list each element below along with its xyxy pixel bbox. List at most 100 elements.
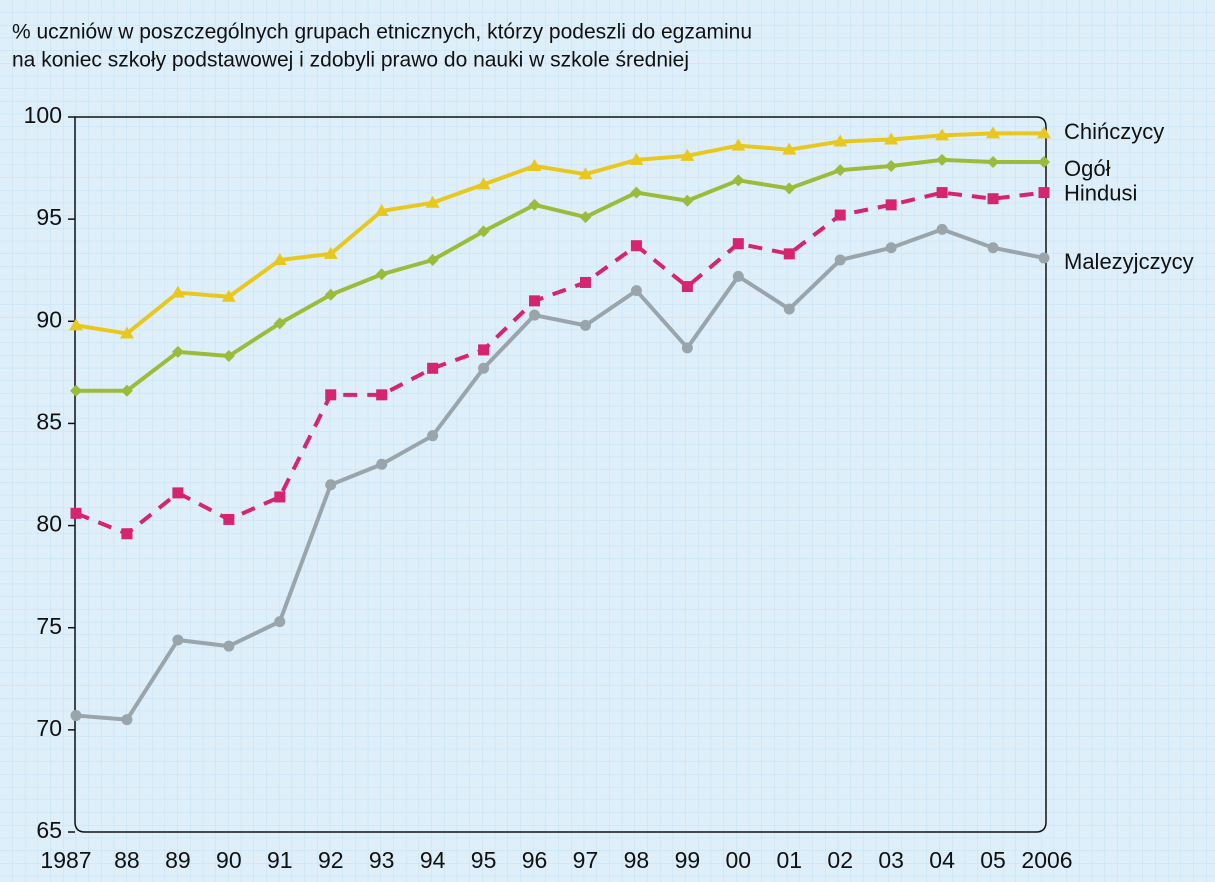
x-tick-label: 98 xyxy=(624,847,650,873)
marker xyxy=(70,384,82,397)
marker xyxy=(272,253,287,265)
chart-title: % uczniów w poszczególnych grupach etnic… xyxy=(12,21,752,44)
marker xyxy=(376,458,388,470)
marker xyxy=(273,317,286,330)
marker xyxy=(427,362,439,374)
marker xyxy=(323,246,338,259)
x-tick-label: 89 xyxy=(165,847,191,873)
marker xyxy=(1038,252,1050,264)
x-tick-label: 04 xyxy=(929,847,955,873)
marker xyxy=(325,479,337,491)
x-tick-label: 90 xyxy=(216,847,242,873)
marker xyxy=(121,528,133,540)
x-tick-label: 02 xyxy=(827,847,853,873)
marker xyxy=(834,209,846,221)
legend-label: Hindusi xyxy=(1064,180,1137,205)
marker xyxy=(936,153,949,166)
marker xyxy=(578,167,593,180)
x-tick-label: 96 xyxy=(522,847,548,873)
marker xyxy=(274,491,286,503)
marker xyxy=(834,164,847,177)
marker xyxy=(681,194,694,207)
marker xyxy=(121,714,133,726)
marker xyxy=(782,142,797,155)
marker xyxy=(325,389,337,401)
marker xyxy=(630,186,643,199)
marker xyxy=(783,182,796,195)
marker xyxy=(885,199,897,211)
y-tick-label: 90 xyxy=(36,306,62,332)
marker xyxy=(885,160,898,173)
marker xyxy=(732,174,745,187)
marker xyxy=(630,285,642,297)
marker xyxy=(579,276,591,288)
marker xyxy=(477,225,490,238)
marker xyxy=(732,270,744,282)
marker xyxy=(1037,126,1051,139)
marker xyxy=(833,134,848,147)
legend-label: Ogół xyxy=(1064,156,1111,181)
marker xyxy=(223,640,235,652)
marker xyxy=(172,634,184,646)
marker xyxy=(478,344,490,356)
marker xyxy=(527,159,542,172)
marker xyxy=(935,128,950,141)
series-line xyxy=(75,227,1045,722)
marker xyxy=(222,350,235,363)
marker xyxy=(376,389,388,401)
marker xyxy=(170,285,185,298)
x-tick-label: 01 xyxy=(776,847,802,873)
marker xyxy=(884,132,899,145)
marker xyxy=(1038,155,1050,168)
marker xyxy=(986,126,1001,139)
marker xyxy=(783,248,795,260)
marker xyxy=(324,288,337,301)
x-tick-label: 05 xyxy=(980,847,1006,873)
y-tick-label: 85 xyxy=(36,409,62,435)
marker xyxy=(987,242,999,254)
y-tick-label: 75 xyxy=(36,613,62,639)
marker xyxy=(783,303,795,315)
marker xyxy=(936,187,948,199)
marker xyxy=(120,384,133,397)
x-tick-label: 2006 xyxy=(1021,847,1072,873)
x-tick-label: 03 xyxy=(878,847,904,873)
marker xyxy=(681,281,693,293)
marker xyxy=(528,198,541,211)
marker xyxy=(69,318,83,331)
marker xyxy=(987,193,999,205)
y-tick-label: 100 xyxy=(24,102,62,128)
marker xyxy=(579,319,591,331)
x-tick-label: 93 xyxy=(369,847,395,873)
marker xyxy=(221,289,236,302)
marker xyxy=(375,268,388,281)
x-tick-label: 88 xyxy=(114,847,140,873)
y-tick-label: 70 xyxy=(36,715,62,741)
x-tick-label: 00 xyxy=(726,847,752,873)
y-tick-label: 65 xyxy=(36,817,62,843)
x-tick-label: 99 xyxy=(675,847,701,873)
series-line xyxy=(76,157,1044,393)
x-tick-label: 91 xyxy=(267,847,293,873)
marker xyxy=(681,342,693,354)
marker xyxy=(630,240,642,252)
marker xyxy=(731,138,746,151)
marker xyxy=(70,507,82,519)
x-tick-label: 97 xyxy=(573,847,599,873)
marker xyxy=(987,155,1000,168)
x-tick-label: 1987 xyxy=(40,847,91,873)
y-tick-label: 95 xyxy=(36,204,62,230)
legend-label: Chińczycy xyxy=(1064,119,1164,144)
legend-label: Malezyjczycy xyxy=(1064,249,1194,274)
y-tick-label: 80 xyxy=(36,511,62,537)
marker xyxy=(579,211,592,224)
series-line xyxy=(75,190,1045,536)
marker xyxy=(834,254,846,266)
chart-title: na koniec szkoły podstawowej i zdobyli p… xyxy=(12,49,689,72)
marker xyxy=(223,513,235,525)
marker xyxy=(629,152,644,165)
series-line xyxy=(75,131,1044,336)
marker xyxy=(529,309,541,321)
marker xyxy=(1038,187,1050,199)
